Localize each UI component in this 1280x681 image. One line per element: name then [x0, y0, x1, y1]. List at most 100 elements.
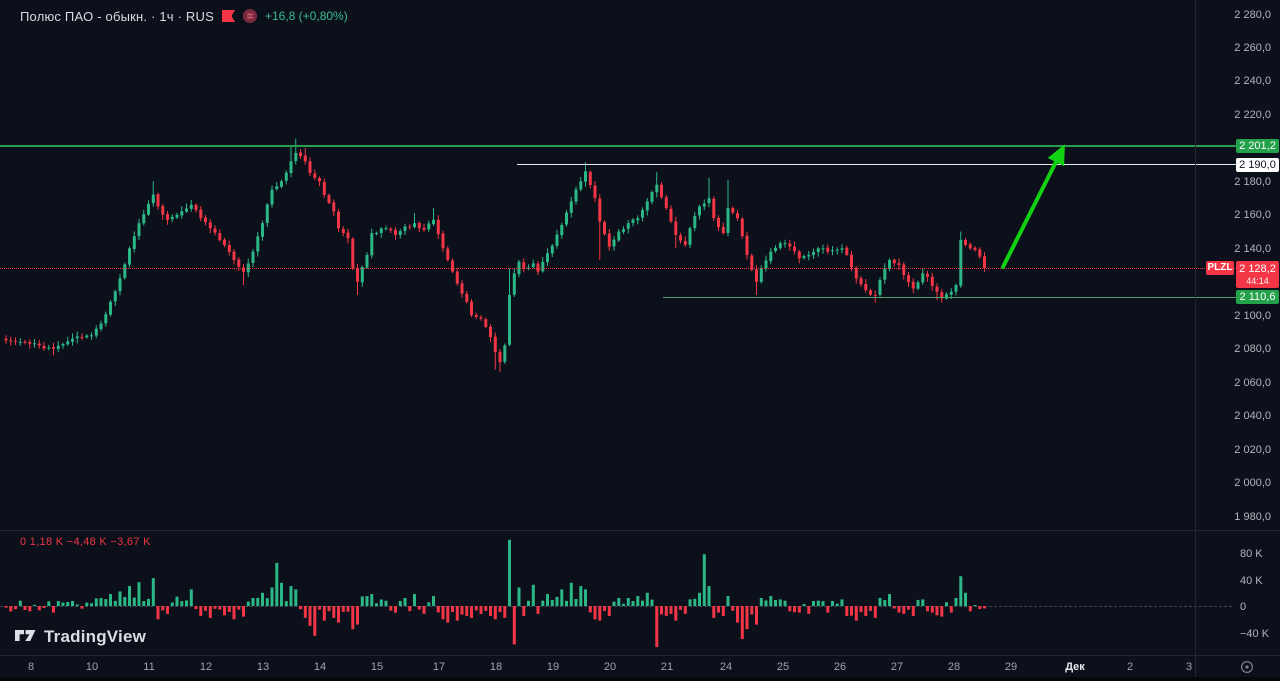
volume-bar — [517, 587, 521, 607]
candle — [90, 335, 93, 337]
volume-bar — [712, 606, 716, 618]
candle — [85, 335, 89, 338]
clock-icon[interactable] — [1240, 660, 1254, 674]
candle — [422, 227, 426, 230]
candle — [731, 208, 735, 213]
candle — [721, 227, 725, 234]
volume-bar — [983, 606, 986, 609]
volume-bar — [71, 601, 74, 606]
candlestick-chart[interactable] — [0, 0, 1195, 530]
volume-bar — [33, 604, 36, 606]
candle — [821, 248, 825, 250]
candle — [873, 295, 877, 297]
candle — [398, 231, 402, 235]
symbol-legend[interactable]: Полюс ПАО - обыкн. · 1ч · RUS +16,8 (+0,… — [20, 7, 348, 25]
candle — [265, 204, 269, 223]
candle — [123, 264, 127, 278]
volume-bar — [683, 606, 687, 614]
resistance-line-label[interactable]: 2 201,2 — [1236, 139, 1279, 153]
volume-chart[interactable] — [0, 530, 1195, 655]
volume-bar — [821, 601, 825, 606]
candle — [911, 281, 915, 289]
candle — [308, 161, 312, 173]
volume-bar — [474, 606, 478, 611]
volume-bar — [607, 606, 611, 616]
candle — [636, 218, 640, 221]
volume-bar — [816, 600, 820, 606]
candle — [650, 192, 654, 202]
volume-bar — [218, 606, 222, 610]
candle — [151, 194, 155, 204]
candle — [71, 338, 74, 342]
volume-bar — [664, 606, 668, 616]
support-line-label[interactable]: 2 110,6 — [1236, 290, 1279, 304]
symbol-price-chip[interactable]: PLZL — [1206, 261, 1234, 275]
volume-bar — [603, 606, 606, 611]
candle — [541, 261, 545, 272]
candle — [175, 214, 179, 218]
volume-bar — [189, 589, 193, 606]
candle — [826, 247, 830, 252]
volume-bar — [650, 599, 654, 606]
volume-bar — [85, 602, 89, 606]
volume-bar — [394, 606, 397, 613]
volume-bar — [384, 600, 388, 606]
volume-bar — [52, 606, 55, 613]
time-tick-label: 27 — [890, 661, 904, 673]
volume-legend[interactable]: 0 1,18 K −4,48 K −3,67 K — [20, 536, 151, 548]
candle — [831, 250, 834, 252]
candle — [237, 259, 241, 267]
volume-bar — [498, 606, 502, 613]
volume-bar — [232, 606, 236, 620]
volume-bar — [303, 606, 307, 618]
volume-bar — [579, 586, 583, 606]
volume-bar — [493, 606, 497, 620]
candle — [816, 248, 820, 253]
candle — [261, 223, 264, 237]
symbol-title[interactable]: Полюс ПАО - обыкн. · 1ч · RUS — [20, 8, 214, 24]
time-tick-label: Дек — [1065, 661, 1085, 673]
volume-bar — [793, 606, 796, 613]
price-tick-label: 2 160,0 — [1234, 209, 1271, 221]
pane-separator[interactable] — [0, 530, 1280, 531]
candle — [194, 204, 198, 211]
tradingview-logo[interactable]: TradingView — [14, 626, 146, 647]
time-tick-label: 29 — [1004, 661, 1018, 673]
volume-bar — [731, 606, 735, 611]
volume-bar — [845, 606, 849, 616]
candle — [617, 231, 621, 241]
volume-bar — [964, 592, 967, 607]
volume-bar — [655, 606, 659, 648]
level-2190-line-label[interactable]: 2 190,0 — [1236, 158, 1279, 172]
candle — [14, 340, 17, 342]
price-tick-label: 2 280,0 — [1234, 9, 1271, 21]
candle — [56, 345, 60, 349]
last-price-badge[interactable]: 2 128,2 44:14 — [1236, 261, 1279, 288]
time-tick-label: 13 — [256, 661, 270, 673]
volume-bar — [911, 606, 915, 616]
candle — [227, 245, 231, 252]
volume-bar — [588, 606, 592, 613]
candle — [460, 283, 464, 294]
candle — [493, 336, 497, 353]
volume-bar — [56, 601, 60, 606]
price-tick-label: 2 220,0 — [1234, 109, 1271, 121]
candle — [531, 263, 535, 267]
candle — [370, 233, 374, 256]
candle — [303, 155, 307, 162]
volume-bar — [522, 606, 526, 616]
candle — [764, 260, 768, 269]
candle — [270, 189, 274, 205]
volume-bar — [550, 600, 554, 606]
volume-tick-label: 40 K — [1240, 575, 1263, 587]
candle — [28, 342, 32, 344]
price-tick-label: 2 000,0 — [1234, 477, 1271, 489]
volume-bar — [227, 606, 231, 612]
volume-bar — [460, 606, 464, 615]
candle — [631, 219, 635, 223]
volume-bar — [878, 598, 882, 606]
volume-bar — [403, 598, 407, 606]
flag-icon[interactable] — [221, 10, 235, 22]
price-axis-separator[interactable] — [1195, 0, 1196, 677]
candle — [218, 233, 222, 241]
